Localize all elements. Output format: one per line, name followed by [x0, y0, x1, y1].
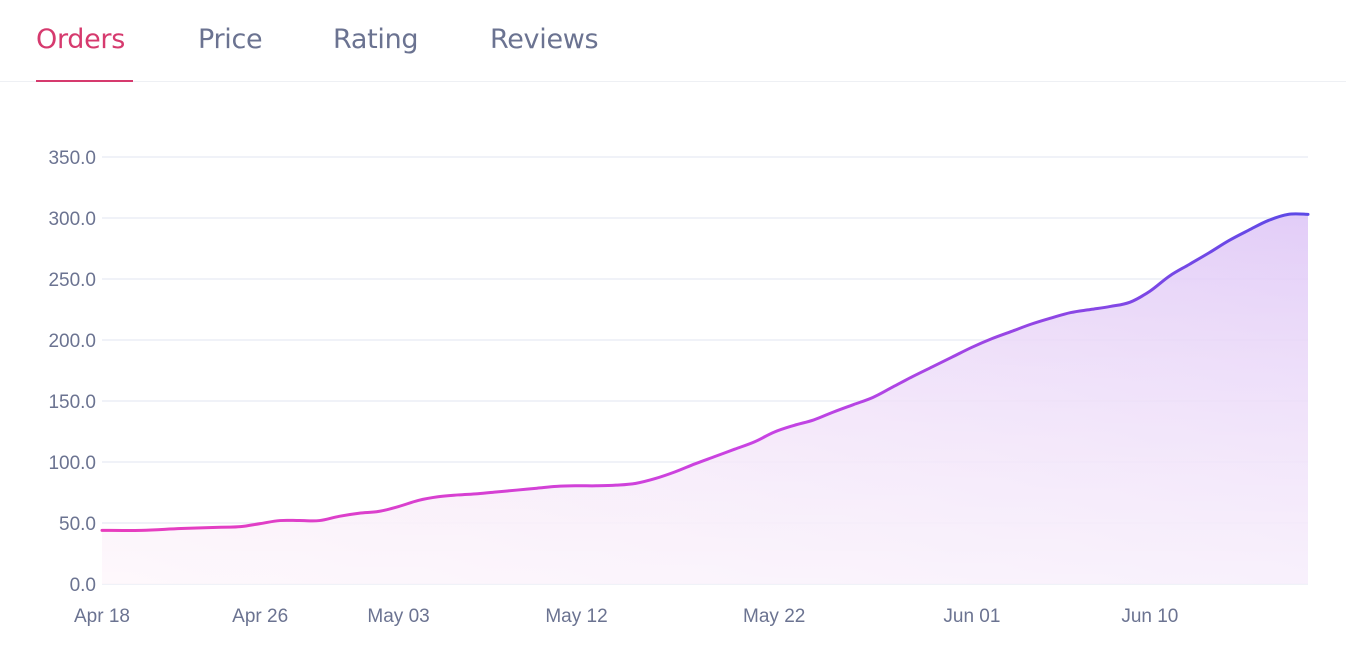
y-tick-label: 50.0	[59, 514, 96, 535]
y-tick-label: 300.0	[48, 209, 96, 230]
tab-reviews[interactable]: Reviews	[490, 24, 599, 55]
x-tick-label: Jun 10	[1121, 606, 1178, 627]
tab-price[interactable]: Price	[198, 24, 263, 55]
tab-rating[interactable]: Rating	[333, 24, 419, 55]
x-axis: Apr 18 Apr 26 May 03 May 12 May 22 Jun 01 Jun …	[74, 606, 1178, 627]
series-line-orders	[100, 212, 1310, 532]
area-fill-fade	[102, 213, 1308, 585]
x-tick-label: Apr 26	[232, 606, 288, 627]
y-tick-label: 350.0	[48, 148, 96, 169]
x-tick-label: May 12	[545, 606, 607, 627]
y-tick-label: 250.0	[48, 270, 96, 291]
chart-tab-bar: Orders Price Rating Reviews	[0, 0, 1346, 82]
y-tick-label: 0.0	[70, 575, 96, 596]
y-tick-label: 200.0	[48, 331, 96, 352]
tab-orders[interactable]: Orders	[36, 24, 133, 82]
x-tick-label: Jun 01	[943, 606, 1000, 627]
y-tick-label: 100.0	[48, 453, 96, 474]
y-tick-label: 150.0	[48, 392, 96, 413]
x-tick-label: Apr 18	[74, 606, 130, 627]
x-tick-label: May 22	[743, 606, 805, 627]
y-axis: 0.0 50.0 100.0 150.0 200.0 250.0 300.0 350.0	[48, 148, 96, 596]
x-tick-label: May 03	[367, 606, 429, 627]
area-series	[100, 212, 1310, 585]
